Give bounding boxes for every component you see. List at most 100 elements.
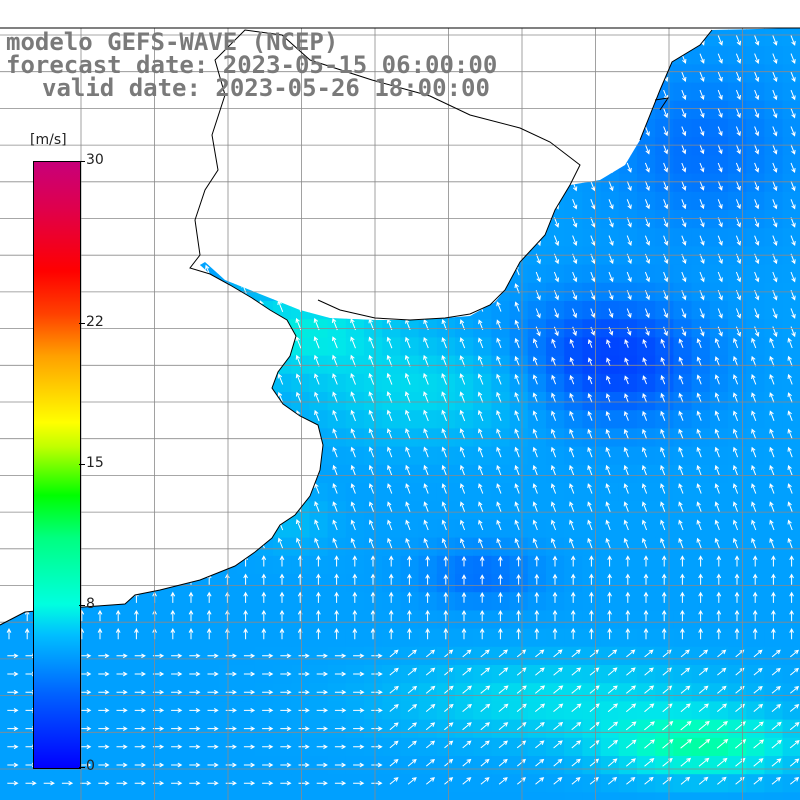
- wind-arrow: [626, 53, 632, 64]
- wind-cell: [254, 119, 274, 138]
- wind-arrow: [387, 483, 393, 494]
- wind-arrow: [132, 483, 138, 494]
- wind-arrow: [171, 671, 183, 677]
- wind-arrow: [387, 501, 393, 512]
- wind-arrow: [660, 464, 666, 476]
- wind-arrow: [753, 649, 763, 658]
- wind-arrow: [460, 538, 466, 549]
- wind-arrow: [186, 501, 193, 512]
- wind-arrow: [496, 46, 502, 57]
- wind-arrow: [423, 428, 429, 440]
- wind-arrow: [589, 703, 600, 713]
- wind-arrow: [698, 757, 710, 767]
- wind-cell: [400, 665, 420, 684]
- wind-arrow: [769, 519, 775, 531]
- wind-arrow: [407, 609, 412, 622]
- wind-arrow: [186, 519, 193, 531]
- wind-arrow: [314, 119, 320, 130]
- wind-cell: [200, 210, 219, 229]
- wind-cell: [163, 792, 183, 800]
- wind-cell: [18, 792, 37, 800]
- wind-arrow: [223, 483, 229, 494]
- wind-arrow: [569, 501, 575, 512]
- wind-cell: [582, 646, 602, 666]
- wind-arrow: [370, 591, 376, 603]
- wind-arrow: [769, 464, 775, 476]
- wind-arrow: [459, 373, 466, 385]
- wind-arrow: [423, 354, 429, 367]
- wind-arrow: [350, 354, 356, 367]
- wind-arrow: [387, 119, 393, 130]
- wind-arrow: [699, 108, 705, 119]
- wind-arrow: [605, 410, 611, 421]
- wind-cell: [200, 464, 219, 484]
- wind-cell: [728, 646, 747, 666]
- wind-arrow: [498, 649, 509, 658]
- wind-arrow: [590, 199, 596, 210]
- wind-arrow: [480, 667, 491, 676]
- wind-cell: [145, 228, 165, 247]
- wind-arrow: [296, 119, 302, 130]
- wind-arrow: [205, 483, 211, 494]
- wind-cell: [728, 792, 747, 800]
- wind-arrow: [735, 126, 741, 137]
- wind-arrow: [425, 555, 430, 567]
- wind-cell: [254, 100, 274, 120]
- wind-arrow: [186, 537, 193, 549]
- wind-arrow: [661, 555, 667, 567]
- wind-arrow: [462, 722, 472, 731]
- wind-arrow: [553, 758, 563, 767]
- wind-arrow: [332, 228, 338, 239]
- wind-cell: [254, 155, 274, 175]
- wind-arrow: [350, 137, 356, 148]
- wind-arrow: [514, 64, 520, 76]
- wind-arrow: [572, 271, 578, 283]
- wind-cell: [72, 119, 92, 138]
- wind-arrow: [772, 35, 778, 46]
- wind-arrow: [790, 108, 796, 119]
- wind-arrow: [368, 191, 375, 203]
- wind-arrow: [205, 210, 211, 221]
- wind-cell: [436, 756, 456, 775]
- wind-arrow: [532, 410, 538, 421]
- wind-arrow: [717, 108, 723, 119]
- wind-arrow: [496, 428, 502, 440]
- wind-cell: [400, 100, 420, 120]
- wind-arrow: [496, 391, 502, 403]
- colorbar-tick-label: 8: [86, 596, 95, 613]
- wind-arrow: [787, 483, 793, 494]
- wind-arrow: [787, 446, 793, 458]
- wind-arrow: [734, 591, 740, 603]
- wind-arrow: [223, 392, 229, 403]
- wind-cell: [455, 301, 474, 320]
- wind-arrow: [259, 100, 265, 112]
- wind-arrow: [295, 354, 302, 367]
- wind-cell: [0, 82, 19, 102]
- wind-cell: [546, 64, 565, 84]
- wind-cell: [236, 119, 256, 138]
- wind-arrow: [696, 410, 702, 421]
- wind-arrow: [680, 555, 685, 567]
- valid-date: valid date: 2023-05-26 18:00:00: [42, 74, 490, 102]
- wind-cell: [127, 155, 147, 175]
- wind-arrow: [23, 355, 29, 367]
- wind-cell: [145, 210, 165, 229]
- wind-arrow: [223, 336, 229, 349]
- wind-cell: [163, 301, 183, 320]
- wind-arrow: [751, 519, 757, 531]
- wind-arrow: [772, 126, 778, 137]
- wind-arrow: [296, 446, 302, 458]
- wind-arrow: [754, 199, 760, 210]
- wind-arrow: [605, 464, 611, 476]
- wind-arrow: [681, 217, 687, 228]
- wind-cell: [309, 210, 329, 229]
- wind-arrow: [461, 574, 467, 585]
- wind-arrow: [480, 722, 491, 731]
- wind-cell: [127, 373, 147, 393]
- wind-arrow: [461, 555, 467, 567]
- wind-arrow: [787, 428, 793, 440]
- wind-arrow: [223, 373, 229, 385]
- wind-arrow: [387, 210, 393, 221]
- wind-arrow: [498, 667, 509, 676]
- wind-arrow: [405, 537, 411, 549]
